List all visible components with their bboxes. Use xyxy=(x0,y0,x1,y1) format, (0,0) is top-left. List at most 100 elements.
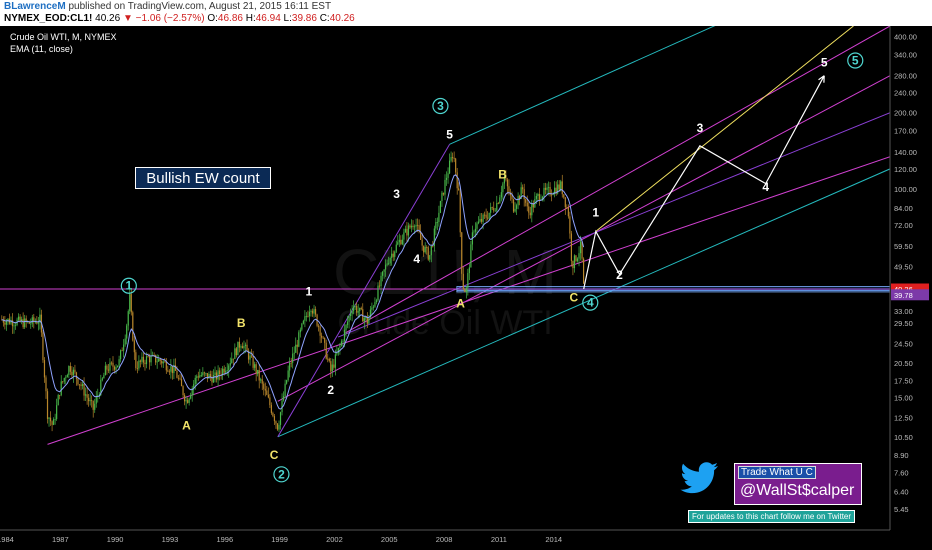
candle-body xyxy=(468,267,470,274)
candle-body xyxy=(276,423,279,430)
wave-label-20: 5 xyxy=(852,54,859,68)
candle-body xyxy=(328,358,330,362)
candle-body xyxy=(279,412,282,425)
candle-body xyxy=(298,332,300,347)
candle-body xyxy=(375,300,378,303)
twitter-card[interactable]: Trade What U C @WallSt$calper xyxy=(734,463,862,505)
time-tick-label: 1987 xyxy=(52,535,69,544)
price-tick-label: 84.00 xyxy=(894,204,913,213)
candle-body xyxy=(427,247,429,260)
candle-body xyxy=(68,366,70,375)
wave-label-12: B xyxy=(498,167,507,181)
candle-body xyxy=(378,285,381,287)
candle-body xyxy=(400,239,402,245)
candle-body xyxy=(445,177,448,180)
candle-body xyxy=(10,320,12,324)
candle-body xyxy=(36,321,38,324)
trade-tagline: Trade What U C xyxy=(738,466,816,479)
trend-line-6 xyxy=(337,112,891,338)
wave-label-6: 2 xyxy=(327,383,334,397)
candle-body xyxy=(357,311,359,313)
candle-body xyxy=(13,325,15,327)
candle-body xyxy=(126,325,128,339)
candle-body xyxy=(116,365,119,368)
candle-body xyxy=(21,319,23,322)
candle-body xyxy=(263,383,265,389)
candle-body xyxy=(366,316,368,324)
candle-body xyxy=(356,305,358,313)
candle-body xyxy=(71,371,73,376)
candle-body xyxy=(28,321,30,324)
high-value: 46.94 xyxy=(255,13,281,24)
candle-body xyxy=(278,424,280,430)
candle-body xyxy=(106,365,108,370)
candle-body xyxy=(482,214,484,222)
candle-body xyxy=(161,360,163,364)
candle-body xyxy=(464,289,466,293)
candle-body xyxy=(247,350,250,360)
candle-body xyxy=(215,372,218,380)
candle-body xyxy=(46,391,49,419)
candle-body xyxy=(56,405,58,420)
candle-body xyxy=(369,309,371,318)
candle-body xyxy=(11,320,14,327)
candle-body xyxy=(348,316,350,322)
candle-body xyxy=(354,305,356,307)
candle-body xyxy=(456,172,458,189)
publish-header: BLawrenceM published on TradingView.com,… xyxy=(0,0,932,26)
candle-body xyxy=(130,294,132,313)
candle-body xyxy=(397,242,399,245)
candle-body xyxy=(173,365,175,374)
candle-body xyxy=(336,352,338,355)
candle-body xyxy=(95,396,97,404)
candle-body xyxy=(321,335,323,338)
candle-body xyxy=(185,400,187,402)
candle-body xyxy=(517,196,519,206)
candle-body xyxy=(194,377,196,384)
price-tick-label: 400.00 xyxy=(894,32,917,41)
candle-body xyxy=(302,320,304,324)
candle-body xyxy=(477,221,480,224)
projection-path xyxy=(583,75,825,290)
twitter-handle[interactable]: @WallSt$calper xyxy=(740,482,855,499)
ohlc-line: NYMEX_EOD:CL1! 40.26 ▼ −1.06 (−2.57%) O:… xyxy=(4,13,355,24)
support-zone xyxy=(456,286,891,293)
candle-body xyxy=(72,369,75,376)
candle-body xyxy=(78,384,81,386)
price-axis[interactable]: 400.00 340.00 280.00 240.00 200.00 170.00 140.… xyxy=(889,26,929,530)
candle-body xyxy=(272,412,274,417)
candle-body xyxy=(470,244,472,268)
candle-body xyxy=(538,194,541,200)
candle-body xyxy=(423,245,425,253)
candle-body xyxy=(406,228,408,236)
candle-body xyxy=(301,323,303,330)
candle-body xyxy=(176,370,178,378)
candle-body xyxy=(380,275,382,287)
candle-body xyxy=(214,372,216,375)
candle-body xyxy=(549,186,551,195)
price-tick-label: 280.00 xyxy=(894,72,917,81)
candle-body xyxy=(174,365,177,371)
candle-body xyxy=(479,218,481,222)
price-tick-label: 49.50 xyxy=(894,262,913,271)
candle-body xyxy=(430,245,432,256)
candle-body xyxy=(295,344,297,353)
candle-body xyxy=(368,317,370,324)
candle-body xyxy=(561,181,563,195)
author-link[interactable]: BLawrenceM xyxy=(4,1,66,12)
candle-body xyxy=(5,321,7,325)
candle-body xyxy=(374,302,376,307)
candle-body xyxy=(2,319,4,323)
candle-body xyxy=(514,208,516,212)
price-tick-label: 140.00 xyxy=(894,148,917,157)
candle-body xyxy=(582,258,585,284)
candle-body xyxy=(54,419,56,420)
candle-body xyxy=(494,210,496,212)
candle-body xyxy=(187,400,189,403)
time-axis[interactable]: 1984 1987 1990 1993 1996 1999 2002 2005 2008 2011… xyxy=(0,529,890,544)
price-tag-text-1: 39.78 xyxy=(894,291,913,300)
candle-body xyxy=(476,223,478,229)
wave-label-9: 5 xyxy=(446,128,453,142)
candle-body xyxy=(547,186,550,188)
